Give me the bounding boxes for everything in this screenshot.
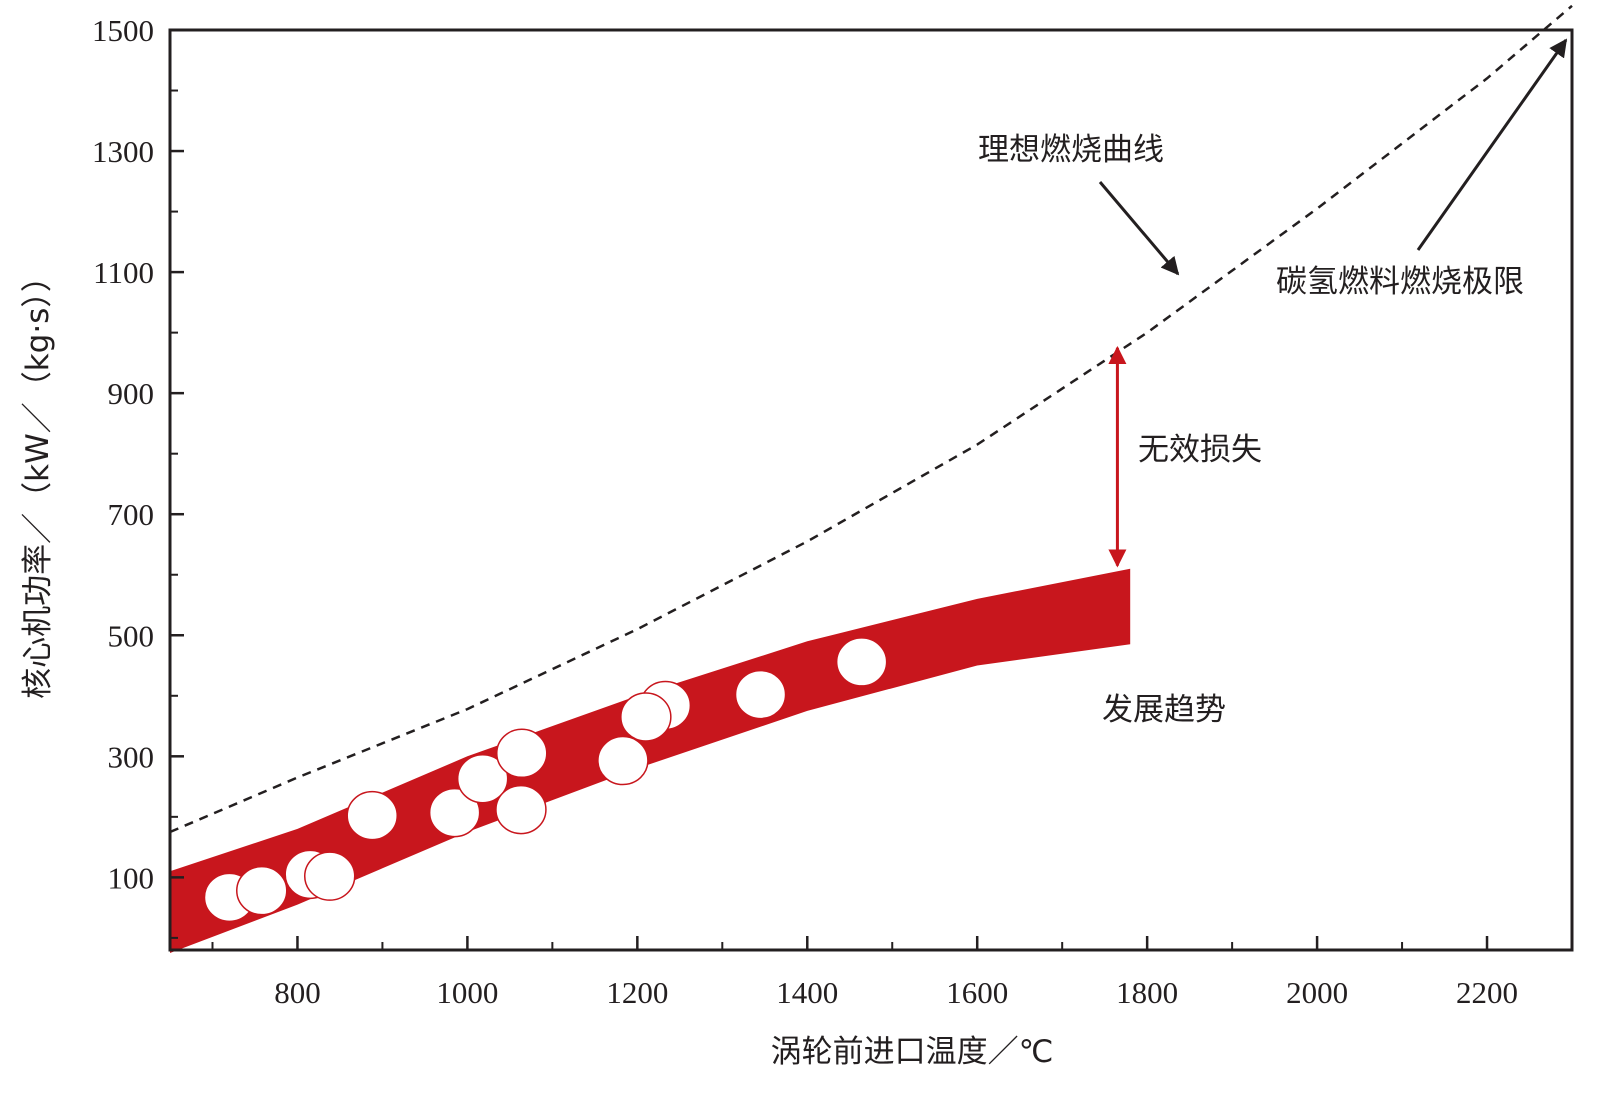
trend-band xyxy=(170,568,1131,953)
data-point xyxy=(496,728,548,779)
y-tick-label: 300 xyxy=(108,739,155,774)
x-tick-label: 2000 xyxy=(1286,975,1348,1010)
data-point xyxy=(346,790,398,841)
data-point xyxy=(428,787,481,838)
x-tick-label: 1600 xyxy=(946,975,1008,1010)
data-point xyxy=(236,865,288,916)
y-tick-label: 1100 xyxy=(93,255,154,290)
y-tick-label: 500 xyxy=(108,618,155,653)
arrow-layer xyxy=(1098,38,1568,568)
plot-frame xyxy=(168,28,1574,952)
annotation-trend: 发展趋势 xyxy=(1102,692,1226,728)
annotation-invalid-loss: 无效损失 xyxy=(1138,432,1262,468)
y-tick-label: 1300 xyxy=(92,134,154,169)
ideal-curve-pointer-arrow xyxy=(1098,181,1180,276)
fuel-limit-pointer-arrow xyxy=(1416,38,1568,251)
annotation-ideal-curve: 理想燃烧曲线 xyxy=(978,132,1164,168)
y-tick-label: 1500 xyxy=(92,13,154,48)
ideal-curve xyxy=(169,4,1573,834)
data-point xyxy=(597,735,649,786)
data-point xyxy=(620,692,672,742)
x-tick-label: 2200 xyxy=(1456,975,1518,1010)
y-tick-label: 100 xyxy=(108,860,155,895)
data-point xyxy=(734,669,787,720)
data-point xyxy=(835,637,888,687)
x-tick-label: 1400 xyxy=(776,975,838,1010)
y-axis-title: 核心机功率／（kW／（kg·s）） xyxy=(20,261,56,699)
points-layer xyxy=(203,637,888,923)
x-tick-label: 1200 xyxy=(606,975,668,1010)
data-point xyxy=(495,784,547,835)
ideal-curve-layer xyxy=(169,4,1573,834)
data-point xyxy=(456,753,509,804)
trend-band-layer xyxy=(170,568,1131,953)
data-point xyxy=(303,851,356,901)
y-tick-label: 700 xyxy=(108,497,155,532)
x-axis-title: 涡轮前进口温度／℃ xyxy=(771,1034,1054,1070)
x-tick-label: 1000 xyxy=(436,975,498,1010)
annotation-fuel-limit: 碳氢燃料燃烧极限 xyxy=(1276,264,1524,300)
y-tick-label: 900 xyxy=(108,376,155,411)
x-tick-label: 1800 xyxy=(1116,975,1178,1010)
x-tick-label: 800 xyxy=(274,975,321,1010)
axes-layer: 800 1000 1200 1400 1600 1800 2000 2200 100 300 500… xyxy=(92,13,1574,1010)
